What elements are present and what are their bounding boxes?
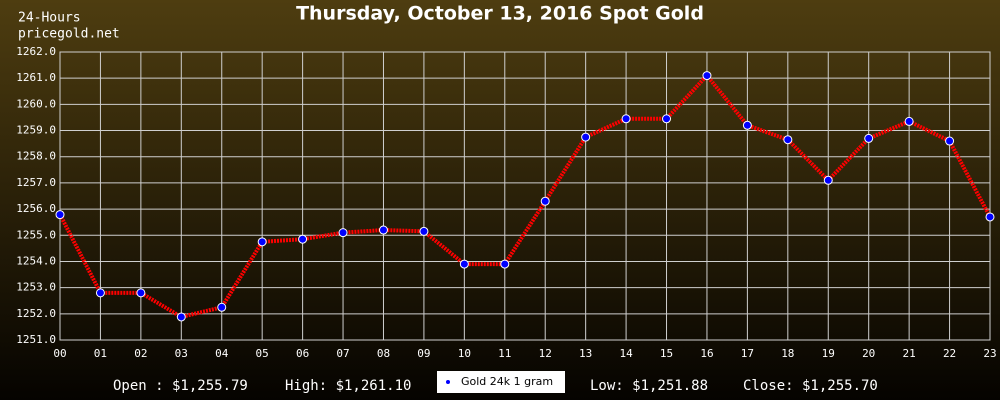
point bbox=[742, 120, 752, 130]
point bbox=[55, 210, 65, 220]
y-tick-label: 1254.0 bbox=[16, 254, 56, 267]
point bbox=[904, 116, 914, 126]
legend bbox=[437, 371, 565, 393]
point bbox=[217, 302, 227, 312]
y-tick-label: 1258.0 bbox=[16, 150, 56, 163]
x-tick-label: 12 bbox=[539, 347, 552, 360]
x-tick-label: 00 bbox=[53, 347, 66, 360]
x-tick-label: 04 bbox=[215, 347, 229, 360]
x-tick-label: 20 bbox=[862, 347, 875, 360]
point bbox=[298, 234, 308, 244]
y-tick-label: 1260.0 bbox=[16, 97, 56, 110]
point bbox=[662, 114, 672, 124]
point bbox=[702, 71, 712, 81]
point bbox=[500, 259, 510, 269]
y-tick-label: 1251.0 bbox=[16, 333, 56, 346]
x-tick-label: 22 bbox=[943, 347, 956, 360]
x-tick-label: 09 bbox=[417, 347, 430, 360]
x-tick-label: 08 bbox=[377, 347, 390, 360]
subtitle: pricegold.net bbox=[18, 27, 120, 42]
y-tick-label: 1261.0 bbox=[16, 71, 56, 84]
line bbox=[58, 72, 992, 320]
point bbox=[823, 175, 833, 185]
x-tick-label: 01 bbox=[94, 347, 107, 360]
x-tick-label: 19 bbox=[822, 347, 835, 360]
y-tick-label: 1252.0 bbox=[16, 307, 56, 320]
point bbox=[864, 133, 874, 143]
x-tick-label: 21 bbox=[903, 347, 916, 360]
x-tick-label: 10 bbox=[458, 347, 471, 360]
point bbox=[621, 114, 631, 124]
point bbox=[459, 259, 469, 269]
x-tick-label: 07 bbox=[336, 347, 349, 360]
stat-close: Close: $1,255.70 bbox=[743, 378, 878, 394]
x-tick-label: 14 bbox=[619, 347, 633, 360]
x-tick-label: 17 bbox=[741, 347, 754, 360]
x-tick-label: 16 bbox=[700, 347, 713, 360]
legend-marker bbox=[446, 380, 450, 384]
y-tick-label: 1262.0 bbox=[16, 45, 56, 58]
y-tick-label: 1259.0 bbox=[16, 124, 56, 137]
x-tick-label: 05 bbox=[256, 347, 269, 360]
point bbox=[540, 196, 550, 206]
y-tick-label: 1253.0 bbox=[16, 281, 56, 294]
x-tick-label: 11 bbox=[498, 347, 511, 360]
stat-high: High: $1,261.10 bbox=[285, 378, 411, 394]
point bbox=[338, 228, 348, 238]
x-tick-label: 03 bbox=[175, 347, 188, 360]
x-tick-label: 23 bbox=[983, 347, 996, 360]
y-tick-label: 1256.0 bbox=[16, 202, 56, 215]
point bbox=[257, 237, 267, 247]
point bbox=[945, 136, 955, 146]
stat-low: Low: $1,251.88 bbox=[590, 378, 708, 394]
point bbox=[378, 225, 388, 235]
chart-title: Thursday, October 13, 2016 Spot Gold bbox=[296, 3, 704, 25]
y-tick-label: 1255.0 bbox=[16, 228, 56, 241]
y-tick-label: 1257.0 bbox=[16, 176, 56, 189]
subtitle: 24-Hours bbox=[18, 11, 81, 26]
x-tick-label: 18 bbox=[781, 347, 794, 360]
x-tick-label: 15 bbox=[660, 347, 673, 360]
point bbox=[95, 288, 105, 298]
point bbox=[419, 226, 429, 236]
point bbox=[581, 132, 591, 142]
x-tick-label: 06 bbox=[296, 347, 309, 360]
point bbox=[985, 212, 995, 222]
x-tick-label: 13 bbox=[579, 347, 592, 360]
x-tick-label: 02 bbox=[134, 347, 147, 360]
point bbox=[136, 288, 146, 298]
legend-label: Gold 24k 1 gram bbox=[461, 375, 553, 388]
point bbox=[783, 135, 793, 145]
stat-open: Open : $1,255.79 bbox=[113, 378, 248, 394]
point bbox=[176, 312, 186, 322]
